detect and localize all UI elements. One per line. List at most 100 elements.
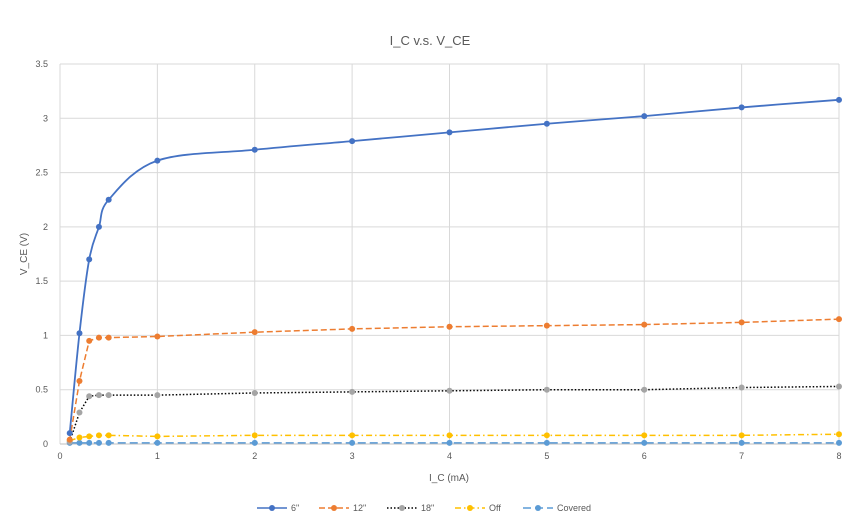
legend-label: Covered (557, 503, 591, 513)
x-tick-label: 5 (544, 451, 549, 461)
data-point-3 (105, 432, 112, 439)
data-point-2 (349, 388, 356, 395)
data-point-1 (66, 436, 73, 443)
x-axis-title: I_C (mA) (429, 473, 469, 484)
y-tick-label: 1.5 (35, 276, 48, 286)
data-point-0 (251, 146, 258, 153)
data-point-2 (95, 392, 102, 399)
series-line-2 (69, 385, 840, 443)
plot-area (66, 96, 842, 446)
y-tick-label: 0 (43, 439, 48, 449)
data-point-4 (105, 439, 112, 446)
legend-marker (535, 505, 541, 511)
x-tick-label: 8 (836, 451, 841, 461)
data-point-4 (86, 439, 93, 446)
data-point-0 (105, 196, 112, 203)
data-point-0 (836, 96, 842, 103)
data-point-4 (543, 439, 550, 446)
legend-item: 12" (319, 503, 366, 513)
data-point-3 (95, 432, 102, 439)
data-point-2 (738, 384, 745, 391)
legend-marker (467, 505, 473, 511)
x-tick-label: 1 (155, 451, 160, 461)
data-point-2 (86, 393, 93, 400)
y-tick-label: 1 (43, 330, 48, 340)
data-point-3 (836, 431, 842, 438)
legend-item: Covered (523, 503, 591, 513)
data-point-3 (76, 434, 83, 441)
data-point-2 (154, 392, 161, 399)
data-point-0 (641, 113, 648, 120)
legend-marker (331, 505, 337, 511)
data-point-1 (251, 329, 258, 336)
data-point-3 (543, 432, 550, 439)
data-point-1 (738, 319, 745, 326)
data-point-1 (105, 334, 112, 341)
axes: 0 1 2 3 4 5 6 7 8 0 0.5 1 1.5 2 2.5 3 3.5 (35, 59, 841, 461)
legend-label: 6" (291, 503, 299, 513)
x-tick-label: 2 (252, 451, 257, 461)
y-tick-label: 2.5 (35, 168, 48, 178)
legend-label: 12" (353, 503, 366, 513)
data-point-4 (76, 439, 83, 446)
data-point-0 (66, 430, 73, 437)
data-point-3 (738, 432, 745, 439)
data-point-3 (86, 433, 93, 440)
data-point-2 (251, 389, 258, 396)
legend-label: Off (489, 503, 501, 513)
x-tick-label: 7 (739, 451, 744, 461)
data-point-0 (154, 157, 161, 164)
data-point-3 (349, 432, 356, 439)
legend-item: 6" (257, 503, 299, 513)
data-point-2 (641, 386, 648, 393)
data-point-4 (446, 439, 453, 446)
data-point-1 (95, 334, 102, 341)
y-tick-label: 3.5 (35, 59, 48, 69)
data-point-1 (76, 378, 83, 385)
data-point-1 (154, 333, 161, 340)
data-point-2 (76, 409, 83, 416)
data-point-1 (349, 325, 356, 332)
data-point-3 (641, 432, 648, 439)
data-point-4 (95, 439, 102, 446)
x-tick-label: 4 (447, 451, 452, 461)
data-point-1 (446, 323, 453, 330)
data-point-1 (641, 321, 648, 328)
data-point-1 (543, 322, 550, 329)
data-point-4 (349, 439, 356, 446)
data-point-1 (86, 337, 93, 344)
data-point-0 (349, 138, 356, 145)
data-point-0 (95, 223, 102, 230)
data-point-0 (543, 120, 550, 127)
data-point-0 (738, 104, 745, 111)
data-point-3 (251, 432, 258, 439)
data-point-2 (543, 386, 550, 393)
data-point-3 (154, 433, 161, 440)
data-point-3 (446, 432, 453, 439)
series-line-0 (68, 98, 840, 434)
data-point-4 (251, 439, 258, 446)
y-tick-label: 2 (43, 222, 48, 232)
legend-marker (399, 505, 405, 511)
data-point-4 (154, 439, 161, 446)
data-point-4 (836, 439, 842, 446)
legend-item: 18" (387, 503, 434, 513)
data-point-4 (738, 439, 745, 446)
data-point-4 (641, 439, 648, 446)
y-tick-label: 0.5 (35, 385, 48, 395)
legend: 6" 12" 18" Off Covered (257, 503, 591, 513)
legend-item: Off (455, 503, 501, 513)
data-point-0 (76, 330, 83, 337)
y-tick-label: 3 (43, 113, 48, 123)
legend-label: 18" (421, 503, 434, 513)
chart-title: I_C v.s. V_CE (390, 33, 471, 48)
series-line-3 (69, 433, 840, 442)
x-tick-label: 6 (642, 451, 647, 461)
data-point-2 (836, 383, 842, 390)
x-tick-label: 3 (350, 451, 355, 461)
data-point-1 (836, 316, 842, 323)
gridlines (59, 63, 840, 445)
series-line-1 (68, 318, 840, 440)
